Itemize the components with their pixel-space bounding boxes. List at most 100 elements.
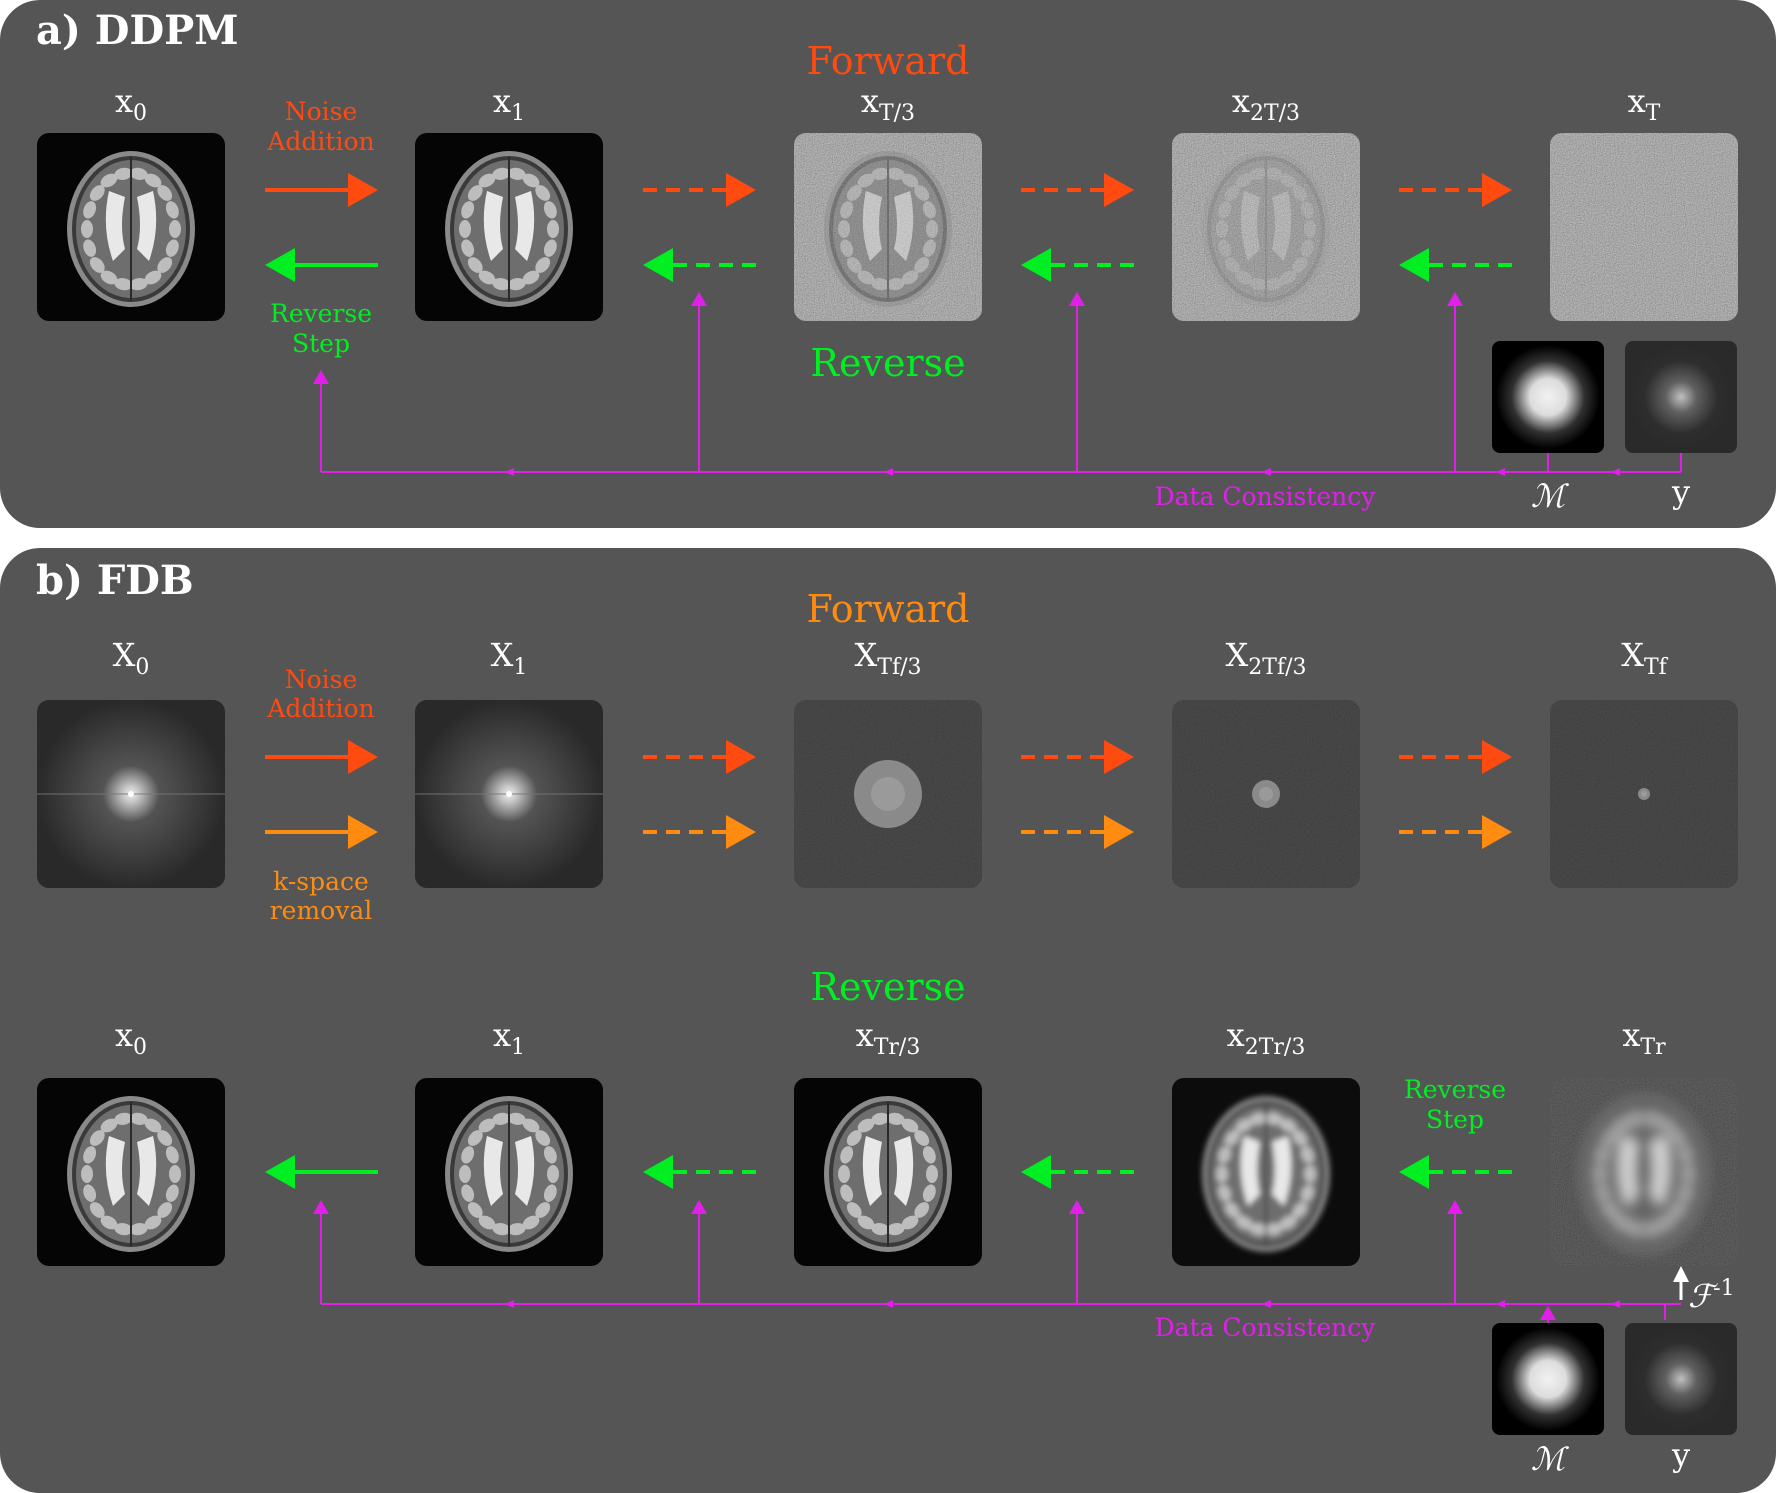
- fdb-kspace-label-1: k-space: [273, 867, 369, 896]
- image-noisy-brain: [794, 133, 982, 321]
- ddpm-node-2-label: xT/3: [861, 82, 915, 126]
- ddpm-dc-flow-mark-4: [1611, 468, 1620, 476]
- fdb-forward-node-3: X2Tf/3: [1172, 636, 1360, 888]
- ddpm-meas-symbol: y: [1671, 473, 1690, 511]
- image-kspace-small-disc: [1550, 700, 1738, 888]
- brain-image: [1580, 1096, 1708, 1252]
- fdb-reverse-node-1-label-base: x: [493, 1016, 511, 1054]
- brain-image: [1202, 1096, 1330, 1252]
- ddpm-node-3-label: x2T/3: [1232, 82, 1300, 126]
- arrow-layer: [265, 173, 1689, 1323]
- fdb-dc-branch-head-2: [1069, 1200, 1085, 1214]
- fdb-reverse-node-3-label-sub: 2Tr/3: [1245, 1035, 1306, 1060]
- image-kspace-large-disc: [794, 700, 982, 888]
- fdb-forward-node-3-label: X2Tf/3: [1225, 636, 1306, 680]
- ddpm-node-2-label-sub: T/3: [879, 101, 915, 126]
- fdb-reverse-node-3: x2Tr/3: [1172, 1016, 1360, 1266]
- ddpm-dc-branch-head-3: [1447, 292, 1463, 306]
- fdb-reverse-node-2-label-sub: Tr/3: [874, 1035, 921, 1060]
- ddpm-node-1-label: x1: [493, 82, 525, 126]
- fdb-noise-label-1: Noise: [285, 665, 358, 694]
- fdb-data-consistency-label: Data Consistency: [1155, 1313, 1377, 1342]
- ifft-symbol-sup: -1: [1713, 1276, 1734, 1301]
- image-kspace-medium-disc: [1172, 700, 1360, 888]
- ddpm-dc-flow-mark-1: [884, 468, 893, 476]
- ddpm-dc-flow-mark-0: [505, 468, 514, 476]
- brain-image: [824, 1096, 952, 1252]
- fdb-forward-node-0-label: X0: [113, 636, 150, 680]
- fdb-forward-node-2-label-sub: Tf/3: [877, 655, 921, 680]
- fdb-reverse-step-1: Reverse: [1404, 1075, 1506, 1104]
- ddpm-mask-image: [1492, 341, 1604, 453]
- fdb-reverse-label: Reverse: [810, 965, 965, 1009]
- fdb-noise-arrow-1-head: [726, 740, 756, 774]
- fdb-mask-symbol: ℳ: [1531, 1440, 1570, 1478]
- ddpm-node-1-label-sub: 1: [511, 101, 525, 126]
- fdb-dc-branch-head-3: [1447, 1200, 1463, 1214]
- fdb-reverse-arrow-0-head: [265, 1155, 295, 1189]
- fdb-forward-node-2-label: XTf/3: [854, 636, 921, 680]
- fdb-reverse-node-4-label: xTr: [1622, 1016, 1666, 1060]
- fdb-mask-image: [1492, 1323, 1604, 1435]
- ddpm-dc-branch-head-2: [1069, 292, 1085, 306]
- ddpm-reverse-arrow-2-head: [1021, 248, 1051, 282]
- fdb-reverse-node-0-label: x0: [115, 1016, 147, 1060]
- fdb-noise-label-2: Addition: [266, 694, 374, 723]
- brain-image: [1202, 151, 1330, 307]
- ddpm-data-consistency-label: Data Consistency: [1155, 482, 1377, 511]
- fdb-reverse-arrow-3-head: [1399, 1155, 1429, 1189]
- ddpm-reverse-step-1: Reverse: [270, 299, 372, 328]
- ddpm-node-4: xT: [1550, 82, 1738, 321]
- ddpm-node-0-label: x0: [115, 82, 147, 126]
- fdb-kspace-arrow-3-head: [1482, 815, 1512, 849]
- ddpm-reverse-arrow-1-head: [643, 248, 673, 282]
- fdb-reverse-node-0-label-sub: 0: [133, 1035, 147, 1060]
- fdb-reverse-node-0-label-base: x: [115, 1016, 133, 1054]
- ddpm-forward-arrow-2-head: [1104, 173, 1134, 207]
- ddpm-noise-label-1: Noise: [285, 97, 358, 126]
- fdb-reverse-arrow-2-head: [1021, 1155, 1051, 1189]
- fdb-forward-node-2: XTf/3: [794, 636, 982, 888]
- fdb-noise-arrow-2-head: [1104, 740, 1134, 774]
- fdb-forward-node-3-label-sub: 2Tf/3: [1248, 655, 1306, 680]
- ddpm-title: a) DDPM: [36, 7, 239, 54]
- fdb-dc-branch-head-0: [313, 1200, 329, 1214]
- fdb-dc-mask-head: [1540, 1306, 1556, 1320]
- fdb-reverse-node-4-label-sub: Tr: [1640, 1035, 1666, 1060]
- ddpm-forward-arrow-0-head: [348, 173, 378, 207]
- fdb-reverse-node-2-label: xTr/3: [856, 1016, 921, 1060]
- fdb-kspace-label-2: removal: [270, 896, 373, 925]
- brain-image: [445, 1096, 573, 1252]
- image-mri-brain: [37, 1078, 225, 1266]
- ddpm-node-0: x0: [37, 82, 225, 321]
- fdb-reverse-node-1-label-sub: 1: [511, 1035, 525, 1060]
- ddpm-node-0-label-base: x: [115, 82, 133, 120]
- fdb-reverse-node-2: xTr/3: [794, 1016, 982, 1266]
- fdb-reverse-node-1-label: x1: [493, 1016, 525, 1060]
- ddpm-measurement-image: [1625, 341, 1737, 453]
- fdb-dc-flow-mark-1: [884, 1300, 893, 1308]
- fdb-forward-node-3-label-base: X: [1225, 636, 1248, 674]
- fdb-reverse-node-1: x1: [415, 1016, 603, 1266]
- fdb-dc-branch-head-1: [691, 1200, 707, 1214]
- image-kspace-full: [415, 700, 603, 888]
- ddpm-forward-label: Forward: [806, 39, 969, 83]
- fdb-forward-node-4-label-sub: Tf: [1644, 655, 1669, 680]
- fdb-forward-node-0: X0: [37, 636, 225, 888]
- fdb-forward-node-0-label-sub: 0: [135, 655, 149, 680]
- fdb-meas-symbol: y: [1671, 1436, 1690, 1474]
- image-very-noisy-brain: [1172, 133, 1360, 321]
- fdb-forward-node-1-label-sub: 1: [513, 655, 527, 680]
- ddpm-reverse-arrow-3-head: [1399, 248, 1429, 282]
- brain-image: [67, 1096, 195, 1252]
- image-mri-brain: [415, 133, 603, 321]
- fdb-dc-flow-mark-0: [505, 1300, 514, 1308]
- brain-image: [824, 151, 952, 307]
- ddpm-reverse-step-2: Step: [292, 329, 350, 358]
- ddpm-node-4-label-base: x: [1628, 82, 1646, 120]
- image-mri-brain: [415, 1078, 603, 1266]
- image-blurry-brain: [1172, 1078, 1360, 1266]
- ddpm-node-2: xT/3: [794, 82, 982, 321]
